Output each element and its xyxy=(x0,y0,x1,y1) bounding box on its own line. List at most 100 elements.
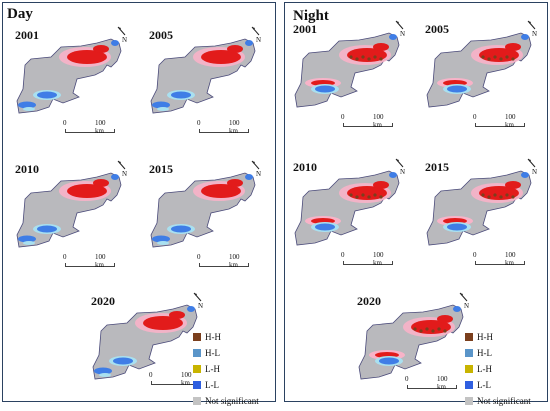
north-arrow-icon: N xyxy=(457,291,471,310)
hh-cluster-ne xyxy=(505,181,521,189)
legend: H-H H-L L-H L-L Not significant xyxy=(193,331,259,411)
scale-zero-label: 0 xyxy=(341,113,345,121)
hh-cluster xyxy=(67,184,107,198)
scale-zero-label: 0 xyxy=(63,253,67,261)
legend-swatch xyxy=(193,381,201,389)
legend-label: L-H xyxy=(205,364,220,374)
hh-cluster-ne xyxy=(227,179,243,187)
scale-distance-label: 100 km xyxy=(373,113,384,129)
scale-distance-label: 100 km xyxy=(229,253,240,269)
svg-text:N: N xyxy=(122,170,127,177)
hh-dark-dot xyxy=(349,193,353,197)
hh-dark-dot xyxy=(373,193,377,197)
legend-label: L-L xyxy=(205,380,219,390)
ll-cluster xyxy=(379,357,399,365)
ll-cluster-ne xyxy=(453,306,461,312)
hh-cluster-ne xyxy=(93,45,109,53)
scale-distance-label: 100 km xyxy=(505,113,516,129)
map-canvas xyxy=(425,169,537,249)
hh-dark-dot xyxy=(487,195,491,199)
map-canvas xyxy=(91,303,203,383)
ll-cluster-ne xyxy=(521,34,529,40)
hh-cluster-ne xyxy=(169,311,185,319)
hh-cluster xyxy=(201,50,241,64)
svg-text:N: N xyxy=(256,36,261,43)
scale-zero-label: 0 xyxy=(63,119,67,127)
year-label: 2020 xyxy=(357,294,381,308)
ll-cluster-sw-halo xyxy=(23,241,35,245)
svg-text:N: N xyxy=(122,36,127,43)
hh-cluster-ne xyxy=(437,315,453,323)
hh-dark-dot xyxy=(499,57,503,61)
map-canvas xyxy=(425,31,537,111)
legend: H-H H-L L-H L-L Not significant xyxy=(465,331,531,411)
year-label: 2001 xyxy=(15,28,39,42)
map-day-2001: 2001 N 0 100 km xyxy=(15,26,140,139)
ll-cluster-sw-halo xyxy=(157,107,169,111)
study-area-map xyxy=(294,32,400,108)
ll-cluster-ne xyxy=(389,172,397,178)
legend-item: L-L xyxy=(193,379,259,391)
study-area-map xyxy=(92,304,198,380)
map-day-2005: 2005 N 0 100 km xyxy=(149,26,274,139)
ll-cluster xyxy=(171,225,191,233)
hh-dark-dot xyxy=(443,329,447,333)
scale-distance-label: 100 km xyxy=(437,375,448,391)
legend-label: H-H xyxy=(205,332,221,342)
ll-cluster-sw xyxy=(152,235,170,243)
ll-cluster-sw-halo xyxy=(157,241,169,245)
hh-dark-dot xyxy=(379,57,383,61)
year-label: 2015 xyxy=(425,160,449,174)
ll-cluster xyxy=(447,223,467,231)
year-label: 2010 xyxy=(293,160,317,174)
scale-zero-label: 0 xyxy=(473,251,477,259)
map-day-2020: 2020 N 0 100 km xyxy=(91,292,216,405)
map-canvas xyxy=(149,37,261,117)
legend-swatch xyxy=(465,365,473,373)
svg-text:N: N xyxy=(400,168,405,175)
hh-dark-dot xyxy=(355,195,359,199)
ll-cluster-sw-halo xyxy=(23,107,35,111)
ll-cluster-ne xyxy=(521,172,529,178)
map-night-2010: 2010 N 0 100 km xyxy=(293,158,418,271)
legend-item: L-H xyxy=(465,363,531,375)
ll-cluster xyxy=(37,225,57,233)
hh-cluster xyxy=(67,50,107,64)
legend-swatch xyxy=(465,333,473,341)
hh-dark-dot xyxy=(481,193,485,197)
year-label: 2015 xyxy=(149,162,173,176)
legend-label: L-H xyxy=(477,364,492,374)
hh-dark-dot xyxy=(367,195,371,199)
study-area-map xyxy=(16,38,122,114)
scale-distance-label: 100 km xyxy=(95,253,106,269)
study-area-map xyxy=(358,304,464,380)
ll-cluster-ne xyxy=(245,40,253,46)
ll-cluster xyxy=(171,91,191,99)
scale-bar: 0 100 km xyxy=(473,251,525,269)
north-arrow-icon: N xyxy=(393,19,407,38)
scale-bar: 0 100 km xyxy=(63,253,115,271)
legend-swatch xyxy=(193,365,201,373)
study-area-map xyxy=(16,172,122,248)
year-label: 2005 xyxy=(149,28,173,42)
hh-dark-dot xyxy=(505,193,509,197)
map-canvas xyxy=(293,31,405,111)
svg-text:N: N xyxy=(256,170,261,177)
scale-distance-label: 100 km xyxy=(181,371,192,387)
ll-cluster xyxy=(447,85,467,93)
scale-zero-label: 0 xyxy=(405,375,409,383)
ll-cluster-sw xyxy=(94,367,112,375)
map-day-2010: 2010 N 0 100 km xyxy=(15,160,140,273)
year-label: 2001 xyxy=(293,22,317,36)
legend-label: L-L xyxy=(477,380,491,390)
scale-zero-label: 0 xyxy=(149,371,153,379)
hh-dark-dot xyxy=(437,327,441,331)
legend-label: H-H xyxy=(477,332,493,342)
map-canvas xyxy=(293,169,405,249)
map-night-2020: 2020 N 0 100 km xyxy=(357,292,482,405)
scale-zero-label: 0 xyxy=(473,113,477,121)
ll-cluster-ne xyxy=(111,174,119,180)
north-arrow-icon: N xyxy=(191,291,205,310)
scale-bar: 0 100 km xyxy=(341,113,393,131)
hh-dark-dot xyxy=(419,329,423,333)
